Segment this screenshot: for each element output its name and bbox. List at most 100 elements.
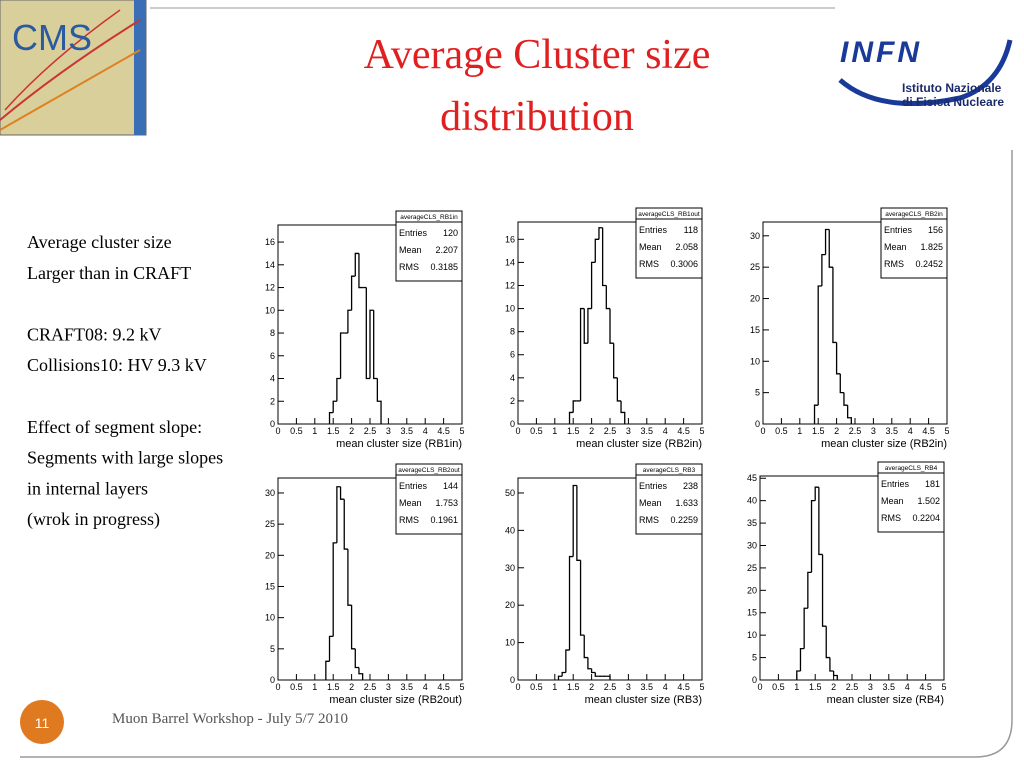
- y-tick-label: 5: [270, 644, 275, 654]
- x-tick-label: 5: [459, 682, 464, 692]
- x-tick-label: 2: [831, 682, 836, 692]
- x-tick-label: 4: [908, 426, 913, 436]
- histogram-bin: [350, 275, 356, 311]
- y-tick-label: 10: [505, 638, 515, 648]
- histogram-bin: [609, 308, 614, 344]
- histogram-bin: [814, 486, 819, 501]
- body-text: Effect of segment slope:: [27, 417, 202, 437]
- y-tick-label: 6: [270, 351, 275, 361]
- y-tick-label: 20: [505, 600, 515, 610]
- x-tick-label: 2: [349, 426, 354, 436]
- y-tick-label: 10: [265, 613, 275, 623]
- y-tick-label: 25: [750, 262, 760, 272]
- stats-title: averageCLS_RB2out: [398, 467, 460, 474]
- stats-value: 0.2452: [915, 259, 943, 269]
- histogram-bin: [336, 486, 341, 543]
- slide-title: distribution: [440, 94, 634, 140]
- histogram-bin: [832, 671, 838, 680]
- x-tick-label: 3: [626, 426, 631, 436]
- histogram-bin: [561, 671, 566, 677]
- y-tick-label: 8: [270, 328, 275, 338]
- x-tick-label: 1.5: [567, 682, 580, 692]
- x-tick-label: 1: [552, 682, 557, 692]
- histogram-bin: [339, 332, 345, 379]
- y-tick-label: 20: [750, 294, 760, 304]
- x-tick-label: 3.5: [641, 682, 654, 692]
- histogram-bin: [343, 499, 348, 550]
- histogram-bin: [829, 657, 834, 672]
- stats-value: 0.1961: [430, 515, 458, 525]
- x-tick-label: 2.5: [364, 682, 377, 692]
- x-tick-label: 3: [386, 426, 391, 436]
- y-tick-label: 50: [505, 488, 515, 498]
- histogram-bin: [598, 227, 603, 240]
- y-tick-label: 35: [747, 518, 757, 528]
- x-tick-label: 1.5: [567, 426, 580, 436]
- stats-value: 0.2204: [912, 513, 940, 523]
- x-tick-label: 0: [760, 426, 765, 436]
- body-text: Larger than in CRAFT: [27, 263, 191, 283]
- y-tick-label: 10: [750, 356, 760, 366]
- body-text: in internal layers: [27, 478, 148, 498]
- body-text: Collisions10: HV 9.3 kV: [27, 355, 207, 375]
- stats-title: averageCLS_RB2in: [885, 211, 943, 218]
- stats-box: [395, 210, 463, 282]
- histogram-bin: [373, 310, 378, 380]
- x-tick-label: 4.5: [919, 682, 932, 692]
- x-tick-label: 5: [699, 682, 704, 692]
- y-tick-label: 0: [270, 675, 275, 685]
- x-axis-label: mean cluster size (RB2out): [329, 694, 462, 706]
- x-tick-label: 2.5: [604, 682, 617, 692]
- histogram-bin: [336, 377, 341, 402]
- y-tick-label: 10: [747, 630, 757, 640]
- stats-box: [880, 207, 948, 279]
- x-tick-label: 0.5: [772, 682, 785, 692]
- x-tick-label: 2: [349, 682, 354, 692]
- stats-value: 1.825: [920, 242, 943, 252]
- x-tick-label: 4.5: [437, 682, 450, 692]
- histogram-bin: [572, 484, 577, 557]
- y-tick-label: 25: [747, 563, 757, 573]
- histogram-bin: [369, 309, 374, 379]
- y-tick-label: 15: [265, 581, 275, 591]
- y-tick-label: 16: [265, 237, 275, 247]
- x-tick-label: 4: [423, 426, 428, 436]
- stats-name: RMS: [884, 259, 904, 269]
- x-tick-label: 2.5: [604, 426, 617, 436]
- x-tick-label: 1: [797, 426, 802, 436]
- stats-value: 0.2259: [670, 515, 698, 525]
- x-tick-label: 5: [944, 426, 949, 436]
- x-tick-label: 3.5: [641, 426, 654, 436]
- stats-name: Mean: [884, 242, 907, 252]
- stats-name: Entries: [639, 225, 668, 235]
- x-tick-label: 4: [663, 426, 668, 436]
- stats-value: 1.633: [675, 498, 698, 508]
- histogram-bin: [590, 261, 596, 309]
- histogram-bin: [347, 549, 352, 606]
- stats-name: Entries: [884, 225, 913, 235]
- x-tick-label: 5: [941, 682, 946, 692]
- histogram-bin: [365, 287, 370, 380]
- histogram-bin: [846, 405, 852, 424]
- histogram-bin: [832, 267, 837, 344]
- stats-value: 118: [684, 225, 698, 235]
- histogram-bin: [601, 227, 607, 287]
- histogram-bin: [332, 542, 337, 637]
- x-axis-label: mean cluster size (RB4): [827, 694, 944, 706]
- histogram-bin: [817, 285, 822, 406]
- infn-logo-text: INFN: [840, 36, 922, 69]
- histogram-bin: [350, 605, 356, 650]
- histogram-bin: [620, 400, 626, 424]
- stats-name: RMS: [881, 513, 901, 523]
- y-tick-label: 15: [750, 325, 760, 335]
- histogram-bin: [606, 675, 611, 680]
- y-tick-label: 45: [747, 473, 757, 483]
- stats-title: averageCLS_RB1out: [638, 211, 700, 218]
- y-tick-label: 10: [505, 304, 515, 314]
- histogram-bin: [583, 635, 588, 659]
- histogram-chart: 0 0.5 1 1.5 2 2.5 3 3.5 4 4.5 5 0 2 4 6 8 10 12 14 16 mean c…: [265, 210, 465, 450]
- y-tick-label: 30: [747, 540, 757, 550]
- x-tick-label: 3: [871, 426, 876, 436]
- histogram-bin: [332, 400, 337, 413]
